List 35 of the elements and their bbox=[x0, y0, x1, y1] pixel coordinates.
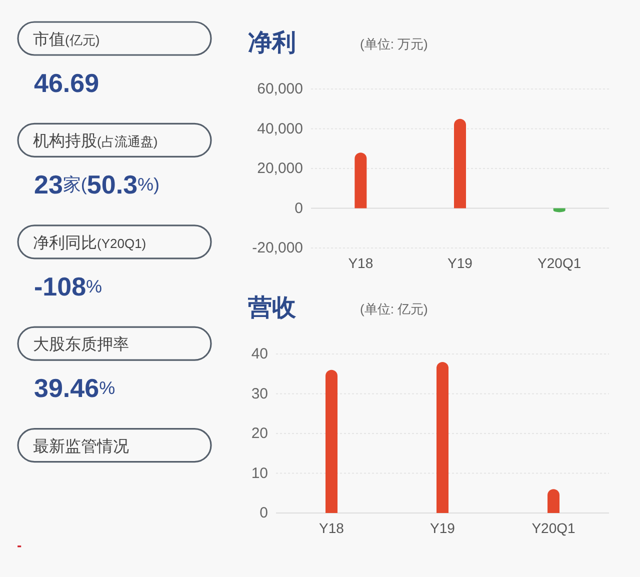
chart-title: 净利 bbox=[248, 30, 296, 56]
text: 23家(50.3%) bbox=[34, 170, 160, 200]
text: 39.46% bbox=[34, 373, 116, 404]
y-tick-label: 0 bbox=[294, 200, 303, 217]
text: -108% bbox=[34, 271, 102, 302]
text: 46.69 bbox=[34, 68, 100, 98]
x-tick-label: Y18 bbox=[348, 255, 374, 271]
y-tick-label: 20 bbox=[251, 425, 268, 442]
card-item: 市值(亿元) bbox=[17, 21, 212, 56]
card-item: 大股东质押率 bbox=[17, 326, 212, 361]
chart-subtitle: (单位: 亿元) bbox=[360, 302, 428, 316]
y-tick-label: 20,000 bbox=[257, 160, 303, 177]
x-tick-label: Y20Q1 bbox=[532, 520, 576, 536]
x-tick-label: Y19 bbox=[448, 255, 473, 271]
category-label: 机构持股(占流通盘) bbox=[33, 132, 158, 150]
category-label: 最新监管情况 bbox=[33, 436, 129, 455]
category-label: 大股东质押率 bbox=[33, 335, 129, 354]
y-tick-label: 40,000 bbox=[257, 120, 303, 138]
x-tick-label: Y18 bbox=[319, 520, 344, 536]
y-tick-label: 40 bbox=[251, 346, 268, 362]
category-label: 市值(亿元) bbox=[33, 30, 100, 48]
text: - bbox=[17, 537, 22, 553]
y-tick-label: 60,000 bbox=[257, 80, 303, 98]
y-tick-label: 30 bbox=[251, 385, 268, 402]
card-item: 机构持股(占流通盘) bbox=[17, 122, 212, 158]
y-tick-label: 0 bbox=[260, 504, 268, 522]
y-tick-label: 10 bbox=[251, 464, 268, 482]
chart-title: 营收 bbox=[247, 294, 297, 322]
chart-subtitle: (单位: 万元) bbox=[360, 36, 428, 52]
card-item: 净利同比(Y20Q1) bbox=[17, 224, 212, 260]
category-label: 净利同比(Y20Q1) bbox=[33, 233, 146, 252]
card-item: 最新监管情况 bbox=[17, 428, 212, 463]
y-tick-label: -20,000 bbox=[252, 240, 303, 256]
x-tick-label: Y19 bbox=[430, 520, 456, 536]
x-tick-label: Y20Q1 bbox=[538, 255, 582, 271]
